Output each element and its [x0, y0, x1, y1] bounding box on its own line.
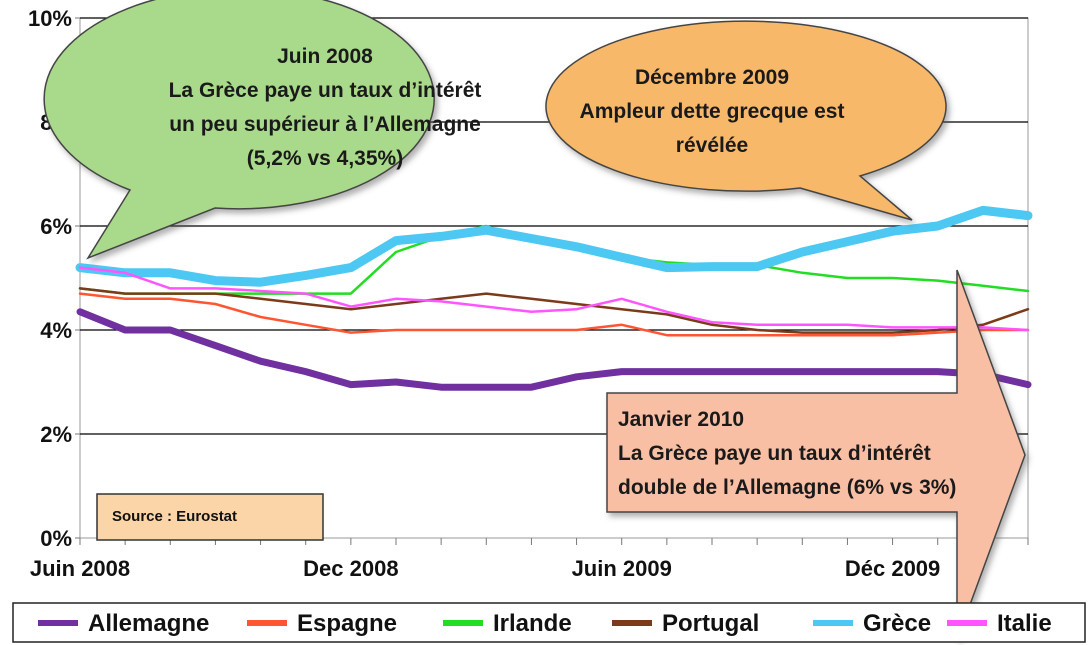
callout-juin-2008 [43, 0, 435, 260]
legend-label: Irlande [493, 610, 572, 637]
legend-label: Allemagne [88, 610, 209, 637]
callout-juin-2008-line-3: un peu supérieur à l’Allemagne [169, 113, 481, 136]
legend: Allemagne Espagne Irlande Portugal Grèce Ital… [38, 610, 1052, 637]
series-line-portugal [78, 287, 1030, 334]
y-tick-label: 4% [40, 318, 72, 343]
source-label: Source : Eurostat [112, 508, 237, 525]
legend-box [12, 602, 1086, 643]
callout-jan-2010-shape [606, 269, 1026, 641]
callout-juin-2008-line-2: La Grèce paye un taux d’intérêt [169, 79, 482, 102]
callout-dec-2009 [545, 20, 947, 221]
callout-juin-2008-shape [43, 0, 435, 260]
source-box [96, 493, 324, 541]
callout-dec-2009-shape [545, 20, 947, 221]
y-tick-label: 10% [28, 6, 72, 31]
legend-label: Grèce [863, 610, 931, 637]
y-tick-label: 6% [40, 214, 72, 239]
y-tick-label: 0% [40, 526, 72, 551]
callout-dec-2009-line-1: Décembre 2009 [635, 66, 789, 89]
y-axis-ticks: 0%2%4%6%8%10% [28, 6, 80, 551]
series-line-espagne [78, 292, 1030, 337]
callout-jan-2010 [606, 269, 1026, 641]
x-axis-ticks: Juin 2008 Dec 2008 Juin 2009 Déc 2009 [30, 538, 1029, 581]
x-tick-label: Juin 2008 [30, 556, 130, 581]
callout-juin-2008-line-1: Juin 2008 [277, 45, 373, 68]
legend-label: Espagne [297, 610, 397, 637]
x-tick-label: Dec 2008 [303, 556, 398, 581]
callout-jan-2010-line-1: Janvier 2010 [618, 408, 744, 431]
series-line-allemagne [76, 308, 1032, 391]
series-line-grce [75, 205, 1033, 287]
legend-label: Italie [997, 610, 1052, 637]
legend-label: Portugal [662, 610, 759, 637]
callout-jan-2010-line-2: La Grèce paye un taux d’intérêt [618, 442, 931, 465]
callout-dec-2009-line-2: Ampleur dette grecque est [580, 100, 845, 123]
x-tick-label: Déc 2009 [845, 556, 940, 581]
series-line-italie [78, 266, 1030, 332]
callout-jan-2010-line-3: double de l’Allemagne (6% vs 3%) [618, 476, 956, 499]
y-tick-label: 2% [40, 422, 72, 447]
callout-dec-2009-line-3: révélée [676, 134, 748, 157]
x-tick-label: Juin 2009 [572, 556, 672, 581]
series-layer [75, 205, 1033, 391]
callout-juin-2008-line-4: (5,2% vs 4,35%) [247, 147, 403, 170]
